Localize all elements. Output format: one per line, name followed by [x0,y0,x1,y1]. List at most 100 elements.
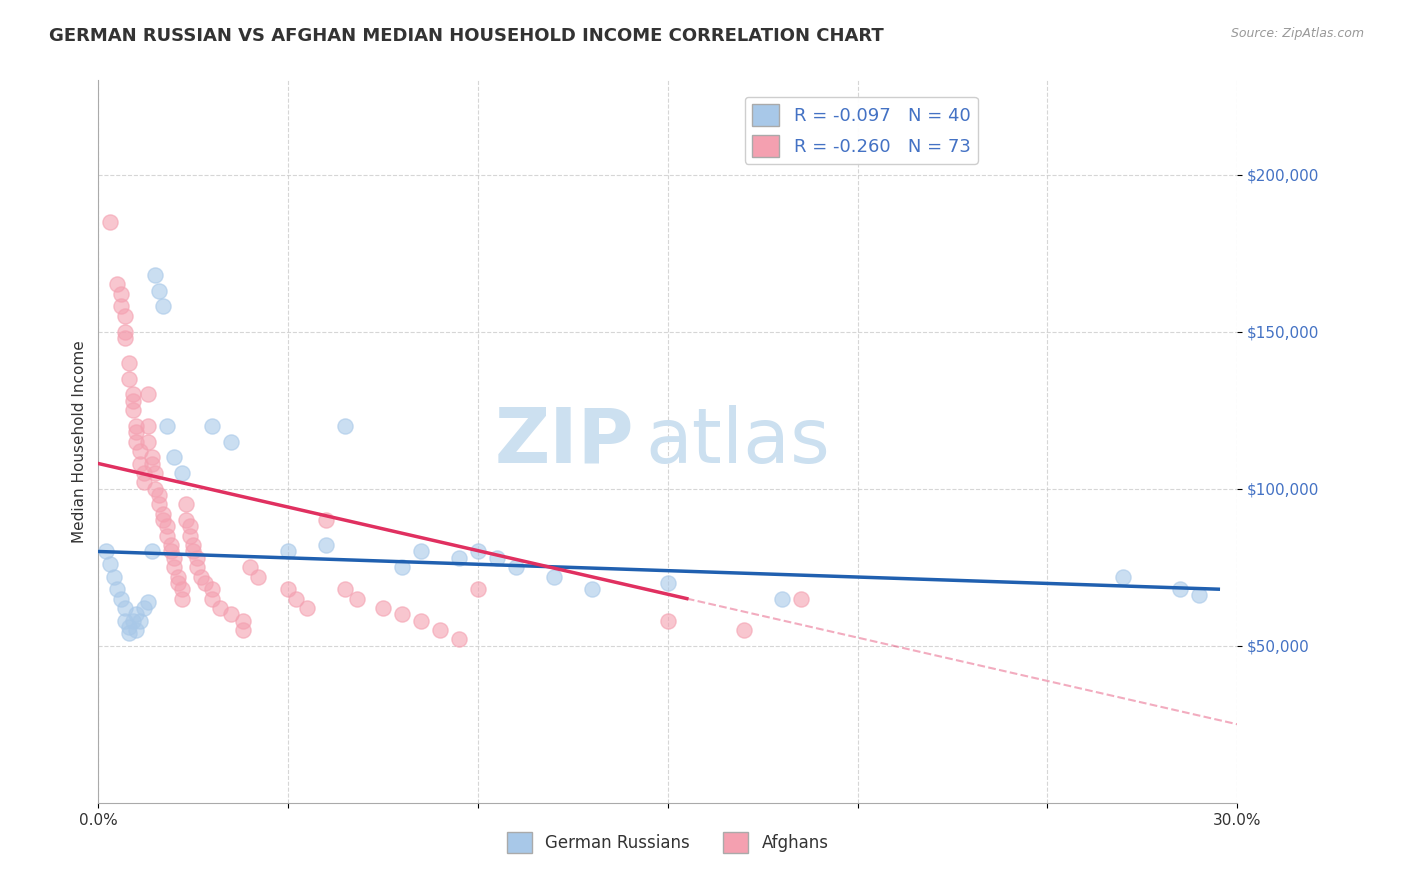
Point [429,623,451,637]
Point [132,475,155,490]
Point [118,620,141,634]
Point [179,519,201,533]
Point [315,538,337,552]
Point [107,277,129,292]
Legend: German Russians, Afghans: German Russians, Afghans [501,826,835,860]
Point [505,560,527,574]
Point [156,529,179,543]
Text: Source: ZipAtlas.com: Source: ZipAtlas.com [1230,27,1364,40]
Point [277,544,299,558]
Point [103,569,125,583]
Point [208,601,231,615]
Text: atlas: atlas [645,405,830,478]
Point [114,309,136,323]
Point [114,331,136,345]
Point [136,434,159,449]
Point [391,560,413,574]
Point [174,497,197,511]
Point [335,582,357,597]
Point [411,544,433,558]
Point [232,614,254,628]
Point [201,582,224,597]
Point [1188,589,1211,603]
Point [371,601,394,615]
Point [152,507,174,521]
Point [179,529,201,543]
Point [141,544,163,558]
Point [581,582,603,597]
Point [163,560,186,574]
Point [159,538,181,552]
Point [411,614,433,628]
Point [186,560,208,574]
Point [167,575,190,590]
Point [186,550,208,565]
Point [159,544,181,558]
Point [790,591,813,606]
Point [145,466,167,480]
Point [190,569,212,583]
Point [98,214,121,228]
Point [315,513,337,527]
Point [141,450,163,465]
Y-axis label: Median Household Income: Median Household Income [72,340,87,543]
Point [110,286,132,301]
Point [148,497,170,511]
Point [733,623,755,637]
Point [152,513,174,527]
Point [152,300,174,314]
Point [449,550,471,565]
Point [167,569,190,583]
Point [148,488,170,502]
Point [114,601,136,615]
Point [121,387,143,401]
Point [1170,582,1192,597]
Point [486,550,509,565]
Point [145,268,167,282]
Point [163,550,186,565]
Point [110,591,132,606]
Point [232,623,254,637]
Point [118,626,141,640]
Point [449,632,471,647]
Point [132,601,155,615]
Point [129,457,152,471]
Point [170,582,193,597]
Point [1112,569,1135,583]
Point [657,575,679,590]
Point [221,434,243,449]
Point [297,601,319,615]
Point [335,418,357,433]
Point [194,575,217,590]
Point [183,544,205,558]
Point [201,418,224,433]
Point [114,325,136,339]
Point [346,591,368,606]
Point [239,560,262,574]
Point [136,595,159,609]
Point [201,591,224,606]
Point [118,372,141,386]
Point [121,403,143,417]
Point [98,557,121,571]
Point [156,418,179,433]
Point [543,569,565,583]
Point [136,387,159,401]
Point [174,513,197,527]
Point [284,591,307,606]
Point [132,466,155,480]
Point [163,450,186,465]
Point [121,614,143,628]
Point [114,614,136,628]
Point [221,607,243,622]
Point [145,482,167,496]
Point [183,538,205,552]
Point [125,434,148,449]
Point [129,614,152,628]
Point [125,418,148,433]
Point [125,623,148,637]
Point [125,607,148,622]
Point [94,544,117,558]
Point [170,466,193,480]
Point [156,519,179,533]
